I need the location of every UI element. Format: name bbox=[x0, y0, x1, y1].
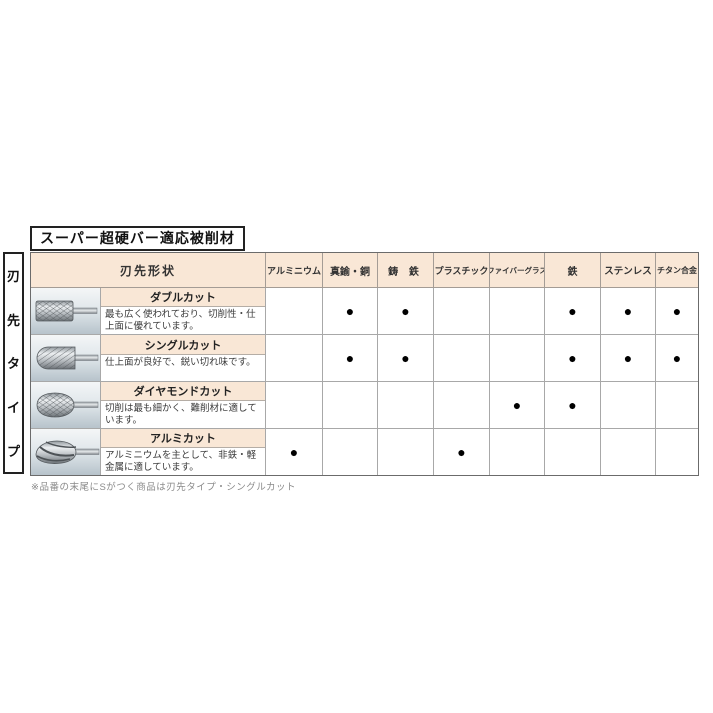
shape-cell: シングルカット仕上面が良好で、鋭い切れ味です。 bbox=[101, 335, 266, 381]
compatibility-mark-cell bbox=[266, 382, 323, 428]
shape-cell: アルミカット アルミニウムを主として、非鉄・軽金属に適しています。 bbox=[101, 429, 266, 475]
cut-type-description: アルミニウムを主として、非鉄・軽金属に適しています。 bbox=[105, 449, 257, 474]
shape-cell: ダイヤモンドカット 切削は最も細かく、難削材に適しています。 bbox=[101, 382, 266, 428]
compatibility-mark-cell bbox=[601, 429, 656, 475]
compatibility-mark-cell: ● bbox=[434, 429, 490, 475]
header-row: 刃先形状 アルミニウム 真鍮・銅鋳 鉄プラスチック ファイバーグラス鉄ステンレス チタ… bbox=[31, 253, 698, 288]
material-header: チタン合金 bbox=[656, 253, 698, 287]
compatibility-mark-cell bbox=[266, 335, 323, 381]
side-label-char: タ bbox=[6, 356, 20, 372]
side-label-char: イ bbox=[6, 400, 20, 416]
compatibility-mark-cell bbox=[490, 335, 545, 381]
compatibility-mark-cell: ● bbox=[672, 350, 682, 366]
side-label-char: 先 bbox=[6, 312, 20, 328]
compatibility-table: 刃先形状 アルミニウム 真鍮・銅鋳 鉄プラスチック ファイバーグラス鉄ステンレス チタ… bbox=[30, 252, 699, 476]
cut-type-label: ダブルカット bbox=[101, 288, 265, 307]
compatibility-mark-cell: ● bbox=[601, 288, 656, 334]
shape-cell: ダブルカット 最も広く使われており、切削性・仕上面に優れています。 bbox=[101, 288, 266, 334]
double-cut-bur-image bbox=[31, 288, 101, 334]
material-header: アルミニウム bbox=[266, 253, 323, 287]
compatibility-mark-cell: ● bbox=[490, 382, 545, 428]
compatibility-mark-cell bbox=[266, 288, 323, 334]
compatibility-mark-cell bbox=[434, 335, 490, 381]
compatibility-mark-cell bbox=[434, 288, 490, 334]
material-header: ファイバーグラス bbox=[490, 253, 545, 287]
material-header: 鋳 鉄 bbox=[378, 253, 434, 287]
compatibility-mark-cell bbox=[545, 429, 601, 475]
compatibility-mark-cell: ● bbox=[545, 288, 601, 334]
side-label-char: プ bbox=[6, 443, 20, 459]
compatibility-mark-cell bbox=[656, 429, 698, 475]
compatibility-mark-cell bbox=[323, 429, 378, 475]
material-header: ステンレス bbox=[601, 253, 656, 287]
aluminum-cut-bur-image bbox=[31, 429, 101, 475]
compatibility-mark-cell bbox=[323, 382, 378, 428]
cut-type-description: 仕上面が良好で、鋭い切れ味です。 bbox=[105, 357, 256, 368]
table-row: ダイヤモンドカット 切削は最も細かく、難削材に適しています。 ● ● bbox=[31, 382, 698, 429]
shape-column-header: 刃先形状 bbox=[31, 253, 266, 287]
compatibility-mark-cell: ● bbox=[378, 288, 434, 334]
compatibility-mark-cell bbox=[490, 429, 545, 475]
cut-type-label: ダイヤモンドカット bbox=[101, 382, 265, 401]
cut-type-description: 切削は最も細かく、難削材に適しています。 bbox=[105, 402, 257, 427]
table-row: シングルカット 仕上面が良好で、鋭い切れ味です。 ● ● ● ● ● bbox=[31, 335, 698, 382]
compatibility-mark-cell: ● bbox=[266, 429, 323, 475]
compatibility-mark-cell bbox=[378, 429, 434, 475]
cut-type-label: シングルカット bbox=[101, 335, 265, 355]
cut-type-label: アルミカット bbox=[101, 429, 265, 448]
footnote: ※品番の末尾にSがつく商品は刃先タイプ・シングルカット bbox=[31, 482, 297, 493]
material-header: プラスチック bbox=[434, 253, 490, 287]
compatibility-mark-cell: ● bbox=[601, 335, 656, 381]
compatibility-mark-cell bbox=[434, 382, 490, 428]
compatibility-mark-cell: ● bbox=[545, 382, 601, 428]
diamond-cut-bur-image bbox=[31, 382, 101, 428]
compatibility-mark-cell: ● bbox=[545, 335, 601, 381]
compatibility-mark-cell bbox=[490, 288, 545, 334]
compatibility-mark-cell bbox=[601, 382, 656, 428]
side-label-char: 刃 bbox=[6, 269, 20, 285]
cut-type-description: 最も広く使われており、切削性・仕上面に優れています。 bbox=[105, 308, 256, 333]
material-header: 真鍮・銅 bbox=[323, 253, 378, 287]
table-row: ダブルカット 最も広く使われており、切削性・仕上面に優れています。 ● ● ● ● ● bbox=[31, 288, 698, 335]
blade-type-side-label: 刃先タイプ bbox=[3, 252, 24, 474]
page-title: スーパー超硬バー適応被削材 bbox=[30, 226, 245, 251]
table-row: アルミカット アルミニウムを主として、非鉄・軽金属に適しています。 ● ● bbox=[31, 429, 698, 475]
single-cut-bur-image bbox=[31, 335, 101, 381]
compatibility-mark-cell: ● bbox=[672, 303, 682, 319]
compatibility-mark-cell bbox=[656, 382, 698, 428]
table-body: ダブルカット 最も広く使われており、切削性・仕上面に優れています。 ● ● ● ● ● シング… bbox=[31, 288, 698, 475]
compatibility-mark-cell: ● bbox=[323, 288, 378, 334]
compatibility-mark-cell: ● bbox=[323, 335, 378, 381]
material-header: 鉄 bbox=[545, 253, 601, 287]
compatibility-mark-cell: ● bbox=[378, 335, 434, 381]
compatibility-mark-cell bbox=[378, 382, 434, 428]
